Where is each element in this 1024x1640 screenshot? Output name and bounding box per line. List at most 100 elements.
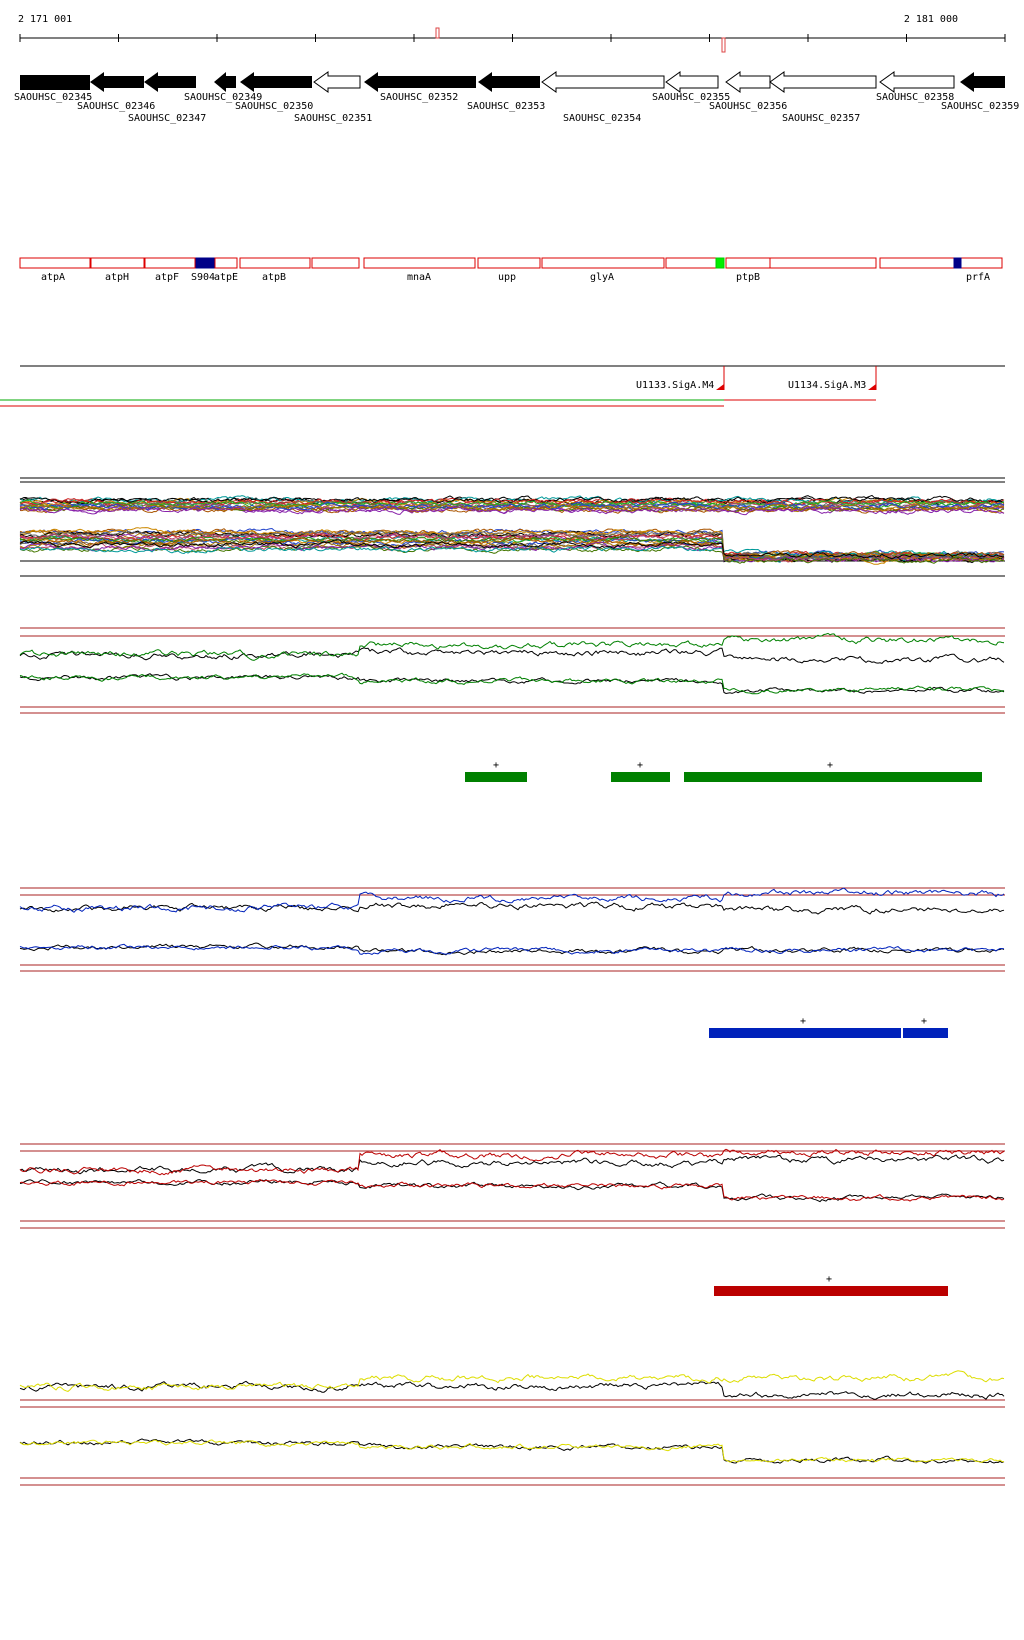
- condition-trace: [19, 1148, 1005, 1176]
- gene-label: SAOUHSC_02347: [128, 113, 206, 124]
- sample-trace: [19, 495, 1005, 505]
- gene-box-highlight[interactable]: [715, 257, 725, 269]
- gene-arrow[interactable]: [364, 72, 476, 92]
- gene-label: SAOUHSC_02349: [184, 92, 262, 103]
- blue-segment[interactable]: [903, 1028, 948, 1038]
- control-trace: [19, 1380, 1005, 1400]
- segment-mark: +: [827, 760, 833, 771]
- gene-label: SAOUHSC_02354: [563, 113, 641, 124]
- segment-mark: +: [493, 760, 499, 771]
- gene-label: SAOUHSC_02350: [235, 101, 313, 112]
- ruler-start-label: 2 171 001: [18, 14, 72, 25]
- gene-name: ptpB: [736, 272, 760, 283]
- control-trace: [19, 1154, 1005, 1175]
- gene-name: S904: [191, 272, 215, 283]
- green-segment[interactable]: [611, 772, 670, 782]
- sample-trace: [19, 539, 1005, 560]
- control-trace: [19, 1179, 1005, 1203]
- green-segment[interactable]: [465, 772, 527, 782]
- gene-arrow[interactable]: [313, 71, 361, 93]
- condition-trace: [19, 672, 1005, 695]
- condition-trace: [19, 1439, 1005, 1463]
- blue-segment[interactable]: [709, 1028, 901, 1038]
- red-segment[interactable]: [714, 1286, 948, 1296]
- segment-mark: +: [800, 1016, 806, 1027]
- blue-expression-panel: [19, 887, 1005, 972]
- sample-trace: [20, 545, 1005, 558]
- ruler-end-label: 2 181 000: [904, 14, 958, 25]
- condition-trace: [19, 1178, 1005, 1202]
- tu-label[interactable]: U1133.SigA.M4: [636, 380, 714, 391]
- gene-box[interactable]: [144, 257, 196, 269]
- gene-arrow[interactable]: [90, 72, 144, 92]
- condition-trace: [19, 887, 1005, 913]
- red-expression-panel: [19, 1143, 1005, 1229]
- green-segment-track: + + +: [465, 760, 982, 782]
- gene-box[interactable]: [19, 257, 91, 269]
- gene-arrow[interactable]: [214, 72, 236, 92]
- control-trace: [19, 647, 1005, 664]
- gene-box[interactable]: [769, 257, 877, 269]
- gene-arrow[interactable]: [541, 71, 665, 93]
- condition-trace: [19, 1370, 1005, 1392]
- gene-label: SAOUHSC_02351: [294, 113, 372, 124]
- gene-label: SAOUHSC_02353: [467, 101, 545, 112]
- tu-label[interactable]: U1134.SigA.M3: [788, 380, 866, 391]
- segment-mark: +: [826, 1274, 832, 1285]
- multi-sample-expression-panel: [19, 477, 1005, 577]
- gene-name-track: atpA atpH atpF S904 atpE atpB mnaA upp g…: [19, 257, 1003, 283]
- gene-name: atpE: [214, 272, 238, 283]
- control-trace: [19, 673, 1005, 695]
- gene-arrow[interactable]: [769, 71, 877, 93]
- green-segment[interactable]: [684, 772, 982, 782]
- gene-label: SAOUHSC_02356: [709, 101, 787, 112]
- gene-arrow[interactable]: [665, 71, 719, 93]
- condition-trace: [19, 943, 1005, 955]
- gene-name: mnaA: [407, 272, 431, 283]
- gene-name: upp: [498, 272, 516, 283]
- gene-box[interactable]: [311, 257, 360, 269]
- sample-trace: [19, 537, 1005, 558]
- gene-label: SAOUHSC_02352: [380, 92, 458, 103]
- gene-box[interactable]: [879, 257, 1003, 269]
- gene-arrow[interactable]: [240, 72, 312, 92]
- gene-box-highlight[interactable]: [953, 257, 962, 269]
- control-trace: [19, 901, 1005, 915]
- gene-arrow[interactable]: [20, 75, 90, 90]
- tu-start-arrow: [716, 384, 724, 390]
- gene-arrow[interactable]: [144, 72, 196, 92]
- gene-box-highlight[interactable]: [195, 257, 215, 269]
- gene-box[interactable]: [477, 257, 541, 269]
- gene-label: SAOUHSC_02358: [876, 92, 954, 103]
- condition-trace: [19, 632, 1005, 661]
- gene-box[interactable]: [90, 257, 145, 269]
- gene-arrow[interactable]: [725, 71, 771, 93]
- blue-segment-track: + +: [709, 1016, 948, 1038]
- green-expression-panel: [19, 627, 1005, 714]
- gene-box[interactable]: [214, 257, 238, 269]
- gene-arrow[interactable]: [478, 72, 540, 92]
- gene-name: prfA: [966, 272, 990, 283]
- gene-box[interactable]: [665, 257, 717, 269]
- gene-name: glyA: [590, 272, 614, 283]
- sample-trace: [19, 505, 1005, 516]
- segment-mark: +: [637, 760, 643, 771]
- gene-arrow[interactable]: [879, 71, 955, 93]
- gene-box[interactable]: [363, 257, 476, 269]
- red-segment-track: +: [714, 1274, 948, 1296]
- gene-box[interactable]: [541, 257, 665, 269]
- ruler-marker: [721, 37, 726, 53]
- transcription-unit-track: U1133.SigA.M4 U1134.SigA.M3: [0, 365, 1005, 407]
- gene-label: SAOUHSC_02355: [652, 92, 730, 103]
- gene-box[interactable]: [725, 257, 771, 269]
- gene-label: SAOUHSC_02346: [77, 101, 155, 112]
- coordinate-ruler: 2 171 001 2 181 000: [18, 14, 1006, 53]
- gene-label: SAOUHSC_02359: [941, 101, 1019, 112]
- gene-box[interactable]: [239, 257, 311, 269]
- control-trace: [19, 1438, 1005, 1464]
- gene-arrow[interactable]: [960, 72, 1005, 92]
- gene-name: atpA: [41, 272, 65, 283]
- gene-name: atpF: [155, 272, 179, 283]
- gene-track: SAOUHSC_02345 SAOUHSC_02346 SAOUHSC_0234…: [14, 71, 1019, 124]
